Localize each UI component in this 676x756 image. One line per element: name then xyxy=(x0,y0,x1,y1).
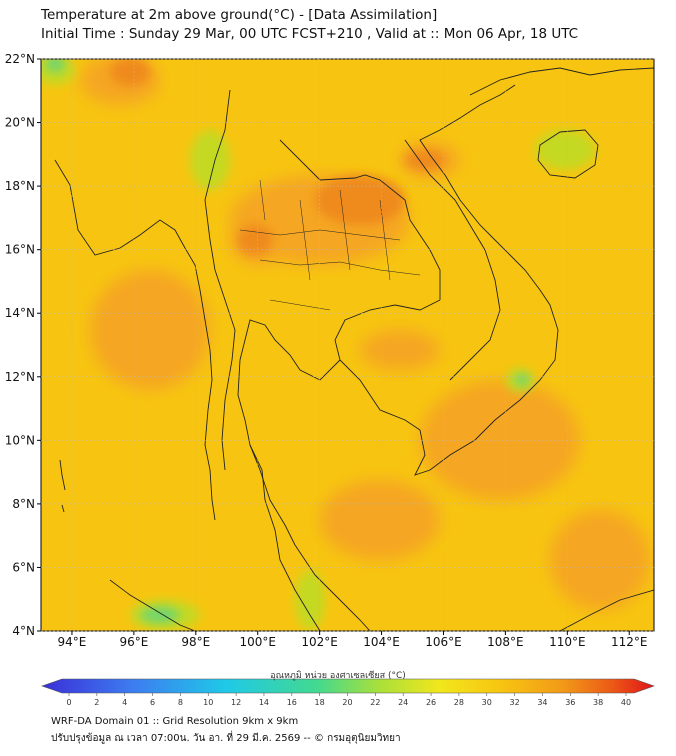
colorbar-ticks: 0 2 4 6 8 10 12 14 16 18 20 22 24 26 28 30 32 34 36 38 40 xyxy=(66,693,631,707)
hainan-coast xyxy=(537,129,599,179)
temperature-field xyxy=(41,59,654,631)
warm-spot xyxy=(320,480,440,560)
cool-regions xyxy=(41,59,595,630)
lat-label: 6°N xyxy=(12,560,35,574)
colorbar-tick-label: 24 xyxy=(398,698,408,707)
colorbar-tick-label: 22 xyxy=(370,698,380,707)
lat-label: 16°N xyxy=(5,243,35,257)
lon-label: 96°E xyxy=(119,635,148,649)
warm-spot xyxy=(420,380,580,500)
coolest-spot xyxy=(140,607,180,623)
warm-spot xyxy=(550,510,650,610)
lat-label: 14°N xyxy=(5,306,35,320)
colorbar-tick-label: 12 xyxy=(231,698,241,707)
colorbar-tick-label: 20 xyxy=(342,698,352,707)
hot-spot xyxy=(110,59,150,86)
myanmar-coastline xyxy=(54,159,216,521)
malay-west-coast xyxy=(249,444,321,631)
colorbar-tick-label: 14 xyxy=(259,698,269,707)
colorbar: 0 2 4 6 8 10 12 14 16 18 20 22 24 26 28 30 32 34 36 38 40 xyxy=(41,678,655,707)
hot-spot xyxy=(405,150,445,170)
chart-title: Temperature at 2m above ground(°C) - [Da… xyxy=(41,7,438,23)
latitude-axis: 22°N 20°N 18°N 16°N 14°N 12°N 10°N 8°N 6°N 4°N xyxy=(5,52,654,638)
hot-spot xyxy=(237,225,273,255)
colorbar-tick-label: 2 xyxy=(94,698,99,707)
lat-label: 4°N xyxy=(12,624,35,638)
thai-provinces xyxy=(239,179,421,311)
cool-spot xyxy=(295,570,325,630)
coolest-spot xyxy=(515,374,529,386)
footer-model-info: WRF-DA Domain 01 :: Grid Resolution 9km … xyxy=(51,716,299,727)
colorbar-title: อุณหภูมิ หน่วย องศาเซลเซียส (°C) xyxy=(270,671,406,681)
footer-update-info: ปรับปรุงข้อมูล ณ เวลา 07:00น. วัน อา. ที… xyxy=(51,733,401,744)
lon-label: 104°E xyxy=(363,635,400,649)
lon-label: 98°E xyxy=(181,635,210,649)
country-borders xyxy=(54,67,654,631)
map-frame xyxy=(40,58,655,632)
warm-regions xyxy=(80,59,650,610)
lat-label: 10°N xyxy=(5,433,35,447)
colorbar-tick-label: 10 xyxy=(203,698,213,707)
lat-label: 22°N xyxy=(5,52,35,66)
colorbar-tick-label: 26 xyxy=(426,698,436,707)
gulf-of-thailand-coast xyxy=(237,319,341,576)
andaman-islands xyxy=(59,459,66,513)
coolest-spot xyxy=(45,59,65,72)
myanmar-thailand-border xyxy=(204,89,236,471)
chart-subtitle: Initial Time : Sunday 29 Mar, 00 UTC FCS… xyxy=(41,26,579,42)
warm-spot xyxy=(90,270,210,390)
lon-label: 110°E xyxy=(549,635,586,649)
colorbar-tick-label: 28 xyxy=(454,698,464,707)
lon-label: 94°E xyxy=(58,635,87,649)
colorbar-gradient xyxy=(41,678,655,694)
malay-peninsula-coast xyxy=(314,574,371,631)
hot-spot xyxy=(315,175,405,225)
lat-label: 18°N xyxy=(5,179,35,193)
colorbar-tick-label: 38 xyxy=(593,698,603,707)
colorbar-tick-label: 6 xyxy=(150,698,155,707)
colorbar-tick-label: 8 xyxy=(178,698,183,707)
sumatra-coast xyxy=(109,579,196,631)
lon-label: 100°E xyxy=(239,635,276,649)
lat-label: 12°N xyxy=(5,370,35,384)
lat-label: 20°N xyxy=(5,116,35,130)
lon-label: 106°E xyxy=(425,635,462,649)
thailand-laos-border xyxy=(279,139,441,300)
colorbar-tick-label: 30 xyxy=(482,698,492,707)
laos-vietnam-border xyxy=(404,139,501,381)
lon-label: 112°E xyxy=(611,635,648,649)
lat-label: 8°N xyxy=(12,497,35,511)
lon-label: 102°E xyxy=(301,635,338,649)
colorbar-tick-label: 32 xyxy=(510,698,520,707)
colorbar-tick-label: 4 xyxy=(122,698,127,707)
hot-regions xyxy=(110,59,445,255)
cool-spot xyxy=(535,130,595,170)
colorbar-tick-label: 16 xyxy=(287,698,297,707)
colorbar-tick-label: 36 xyxy=(565,698,575,707)
longitude-axis: 94°E 96°E 98°E 100°E 102°E 104°E 106°E 108°E 110… xyxy=(58,59,648,649)
thailand-cambodia-border xyxy=(334,299,441,361)
south-china-coast xyxy=(469,67,654,96)
lon-label: 108°E xyxy=(487,635,524,649)
colorbar-tick-label: 0 xyxy=(66,698,71,707)
cambodia-vietnam-coast xyxy=(339,84,559,476)
colorbar-tick-label: 18 xyxy=(315,698,325,707)
borneo-coast xyxy=(559,589,654,631)
warm-spot xyxy=(360,330,440,370)
colorbar-tick-label: 40 xyxy=(621,698,631,707)
colorbar-tick-label: 34 xyxy=(537,698,547,707)
